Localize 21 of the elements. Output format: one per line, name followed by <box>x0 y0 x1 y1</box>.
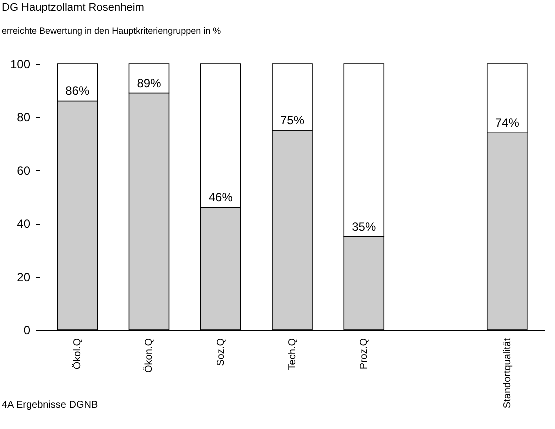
data-label: 86% <box>66 84 90 98</box>
y-tick-label: 60 <box>17 164 31 178</box>
y-tick-label: 100 <box>10 58 31 72</box>
x-tick-label: Soz.Q <box>216 338 227 366</box>
data-label: 74% <box>495 116 520 130</box>
x-tick-label: Proz.Q <box>359 338 370 370</box>
y-tick-label: 20 <box>17 270 31 284</box>
y-tick-label: 0 <box>24 324 31 338</box>
data-label: 35% <box>352 220 376 234</box>
y-tick-label: 40 <box>17 217 31 232</box>
chart-title: DG Hauptzollamt Rosenheim <box>2 2 144 14</box>
x-tick-label: Ökon.Q <box>143 338 156 373</box>
x-tick-label: Ökol.Q <box>72 338 84 370</box>
x-tick-label: Standortqualität <box>502 338 514 409</box>
text: 4A Ergebnisse DGNB <box>2 400 98 411</box>
data-label: 46% <box>208 190 234 205</box>
chart-subtitle: erreichte Bewertung in den Hauptkriteriengruppen in % <box>2 26 222 36</box>
data-label: 89% <box>137 76 162 90</box>
data-label: 75% <box>280 114 305 128</box>
x-tick-label: Tech.Q <box>288 338 298 370</box>
y-tick-label: 80 <box>17 110 31 125</box>
